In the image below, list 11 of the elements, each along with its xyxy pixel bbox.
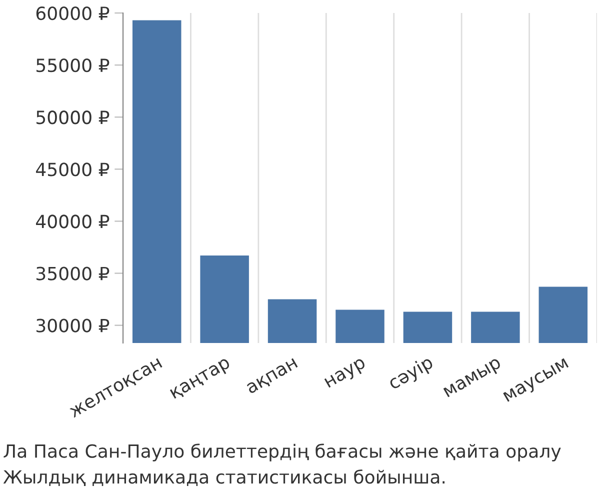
x-tick-label: наур: [324, 358, 368, 391]
x-tick-label: сәуір: [386, 354, 436, 393]
y-tick-label: 60000 ₽: [36, 6, 110, 20]
y-tick-label: 45000 ₽: [36, 162, 110, 176]
y-tick-label: 40000 ₽: [36, 214, 110, 228]
y-tick-label: 50000 ₽: [36, 110, 110, 124]
y-tick-label: 30000 ₽: [36, 318, 110, 332]
text: Ла Паса Сан-Пауло билеттердің бағасы және қайта оралу: [4, 444, 561, 462]
y-tick-label: 55000 ₽: [36, 58, 110, 72]
text: Жылдық динамикада статистикасы бойынша.: [3, 469, 445, 486]
y-tick-label: 35000 ₽: [36, 266, 110, 280]
